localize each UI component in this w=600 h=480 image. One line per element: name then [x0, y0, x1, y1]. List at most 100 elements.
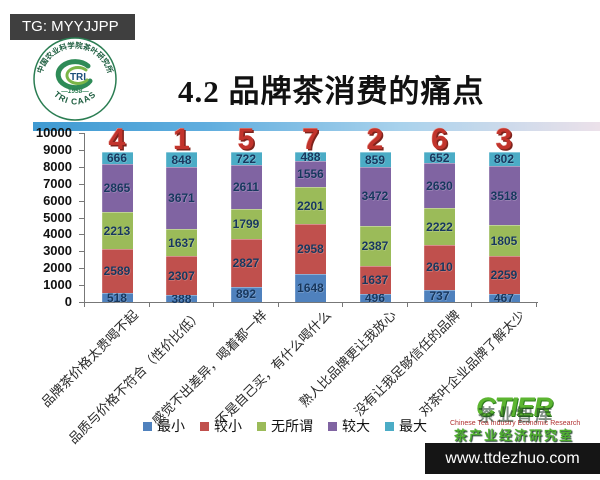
bar-segment: 848	[166, 152, 197, 167]
y-axis-tick-label: 3000	[43, 243, 72, 259]
y-axis-tick-label: 1000	[43, 277, 72, 293]
bar-segment: 1637	[359, 265, 391, 294]
legend-swatch	[200, 421, 209, 431]
bar-segment: 802	[488, 152, 520, 167]
legend-item: 无所谓	[257, 416, 313, 436]
bar-segment: 488	[295, 150, 326, 164]
rank-annotation: 1	[173, 123, 190, 157]
rank-annotation: 4	[108, 123, 126, 157]
x-axis-tick	[535, 302, 537, 307]
y-axis-tick-label: 2000	[43, 260, 72, 276]
y-axis-tick	[79, 200, 84, 202]
y-axis-tick-label: 10000	[35, 125, 72, 140]
x-axis-tick	[342, 302, 343, 307]
ctier-english-name: Chinese Tea Industry Economic Research	[450, 420, 581, 427]
bar-segment: 388	[166, 292, 197, 306]
logo-tri-text: TRI	[70, 72, 86, 83]
bar-segment: 1799	[230, 208, 262, 240]
y-axis-tick	[79, 251, 84, 253]
bar-segment-value: 802	[493, 152, 515, 167]
y-axis-tick-label: 7000	[43, 175, 72, 191]
bar-segment-value: 848	[171, 152, 192, 167]
bar-segment: 2213	[101, 212, 133, 250]
bar-segment: 3671	[166, 166, 197, 229]
legend-item: 较小	[200, 416, 242, 436]
bar-segment-value: 3671	[168, 190, 195, 205]
y-axis-tick-label: 8000	[43, 158, 72, 174]
legend-item: 较大	[328, 416, 370, 436]
bar-segment-value: 2213	[103, 223, 131, 238]
rank-annotation: 2	[366, 123, 384, 157]
bar-segment-value: 2611	[232, 179, 260, 194]
bar-segment-value: 1556	[297, 166, 324, 181]
bar-segment: 722	[230, 151, 262, 166]
bar-segment-value: 2827	[232, 256, 260, 271]
bar-segment-value: 467	[493, 291, 515, 306]
x-axis-tick	[471, 302, 472, 307]
bar-segment-value: 737	[429, 288, 450, 303]
bar-segment-value: 2630	[426, 178, 453, 193]
bar-segment: 2827	[230, 239, 262, 287]
legend-swatch	[385, 421, 394, 431]
ctier-acronym: CTIER	[476, 392, 553, 422]
bar-segment: 2610	[424, 245, 455, 290]
x-axis-tick	[277, 302, 279, 307]
bar-segment: 518	[101, 290, 133, 305]
bar-segment-value: 722	[235, 151, 257, 166]
bar-segment-value: 1637	[361, 272, 389, 287]
x-axis-tick	[213, 302, 214, 307]
website-url-bar: www.ttdezhuo.com	[425, 443, 600, 474]
bar-segment: 666	[101, 151, 133, 166]
bar-segment-value: 2865	[103, 180, 131, 195]
bar-segment-value: 2259	[490, 268, 518, 282]
legend-label: 较小	[214, 418, 242, 434]
y-axis-tick	[79, 183, 84, 185]
bar-segment: 2222	[424, 207, 455, 246]
legend-swatch	[143, 421, 152, 431]
y-axis-tick-label: 6000	[43, 192, 72, 208]
rank-annotation: 5	[237, 123, 255, 157]
bar-segment: 3472	[359, 166, 391, 226]
bar-segment-value: 1637	[168, 235, 195, 250]
bar-segment-value: 666	[106, 151, 128, 166]
y-axis-tick	[79, 149, 84, 151]
y-axis-line	[84, 133, 85, 303]
y-axis-tick	[79, 302, 84, 303]
legend-label: 无所谓	[271, 418, 313, 434]
bar-segment-value: 2307	[168, 268, 195, 283]
legend-swatch	[257, 421, 266, 431]
bar-segment-value: 1805	[490, 233, 518, 248]
x-axis-tick	[406, 302, 408, 307]
bar-segment-value: 518	[106, 290, 128, 305]
legend-label: 最大	[399, 418, 427, 434]
legend-label: 最小	[157, 418, 185, 434]
bar-segment-value: 2387	[361, 238, 389, 253]
legend-swatch	[328, 421, 337, 431]
bar-segment-value: 2201	[297, 198, 324, 213]
rank-annotation: 7	[302, 123, 319, 157]
bar-segment-value: 1799	[232, 216, 260, 231]
bar-segment-value: 2958	[297, 242, 324, 257]
bar-segment-value: 1648	[297, 281, 324, 296]
bar-segment: 2307	[166, 256, 197, 296]
x-axis-category-label: 感觉不出差异，喝着都一样	[148, 307, 270, 429]
bar-segment-value: 496	[364, 290, 386, 305]
y-axis-tick	[79, 166, 84, 168]
bar-segment: 652	[424, 151, 455, 165]
x-axis-tick	[148, 302, 150, 307]
slide-title: 4.2 品牌茶消费的痛点	[178, 74, 485, 109]
bar-segment-value: 859	[364, 152, 386, 167]
bar-segment: 2589	[101, 249, 133, 294]
y-axis-tick-label: 0	[64, 294, 72, 309]
x-axis-category-label: 不是自己买，有什么喝什么	[213, 307, 335, 429]
legend-item: 最小	[143, 416, 185, 436]
rank-annotation: 3	[495, 123, 513, 157]
y-axis-tick	[79, 133, 84, 134]
logo-swoosh	[55, 59, 93, 91]
watermark-text: 茶业智库	[478, 406, 554, 425]
ctier-logo: CTIER Chinese Tea Industry Economic Rese…	[450, 392, 581, 444]
bar-segment-value: 3472	[361, 189, 389, 204]
bar-segment: 2259	[488, 255, 520, 295]
x-axis-tick	[84, 302, 85, 307]
